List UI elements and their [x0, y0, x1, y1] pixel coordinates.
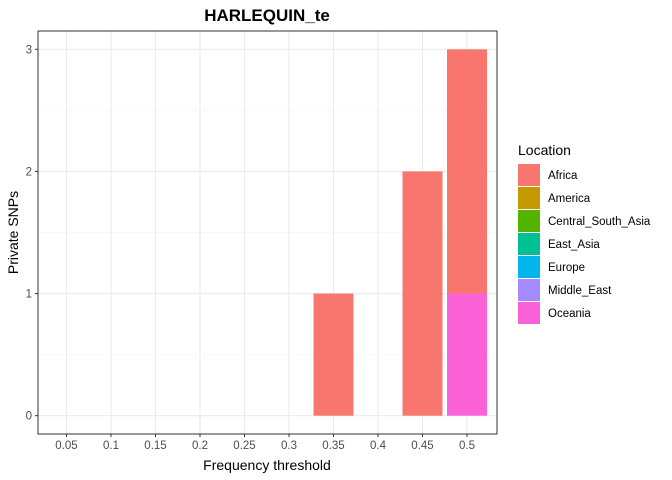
plot-border — [37, 30, 498, 435]
x-tick-label: 0.35 — [322, 440, 344, 452]
legend-swatch — [518, 256, 540, 278]
legend-label: America — [548, 193, 591, 205]
x-tick-label: 0.4 — [370, 440, 387, 452]
bars — [313, 49, 487, 416]
axes: 0 1 2 3 0.05 0.1 0.15 0.2 0.25 0.3 0.35 0.4 0.45 0.5 — [26, 44, 475, 452]
bar-segment — [447, 293, 487, 416]
y-tick-label: 3 — [26, 44, 32, 56]
bar-segment — [402, 171, 443, 416]
bar-segment — [313, 293, 354, 416]
legend-label: Oceania — [548, 308, 591, 320]
y-tick-label: 1 — [26, 289, 32, 301]
legend-swatch — [518, 233, 540, 255]
y-axis-title: Private SNPs — [5, 191, 21, 274]
legend-title: Location — [518, 142, 571, 158]
legend-label: East_Asia — [548, 239, 600, 251]
x-tick-label: 0.2 — [192, 440, 208, 452]
legend-label: Europe — [548, 262, 585, 274]
x-tick-label: 0.3 — [281, 440, 297, 452]
bar-segment — [447, 49, 487, 294]
legend-label: Central_South_Asia — [548, 216, 651, 228]
x-tick-label: 0.1 — [103, 440, 119, 452]
grid-lines — [38, 31, 497, 434]
legend-swatch — [518, 279, 540, 301]
chart-title: HARLEQUIN_te — [204, 6, 330, 25]
legend-swatch — [518, 187, 540, 209]
x-tick-label: 0.5 — [459, 440, 475, 452]
legend: Africa America Central_South_Asia East_Asia… — [518, 164, 651, 324]
y-tick-label: 2 — [26, 166, 32, 178]
legend-swatch — [518, 164, 540, 186]
x-tick-label: 0.15 — [144, 440, 166, 452]
x-tick-label: 0.25 — [233, 440, 255, 452]
x-axis-title: Frequency threshold — [203, 457, 331, 473]
legend-label: Middle_East — [548, 285, 612, 297]
legend-swatch — [518, 210, 540, 232]
x-tick-label: 0.05 — [55, 440, 77, 452]
x-tick-label: 0.45 — [411, 440, 433, 452]
legend-label: Africa — [548, 170, 578, 182]
y-tick-label: 0 — [26, 411, 32, 423]
legend-swatch — [518, 302, 540, 324]
